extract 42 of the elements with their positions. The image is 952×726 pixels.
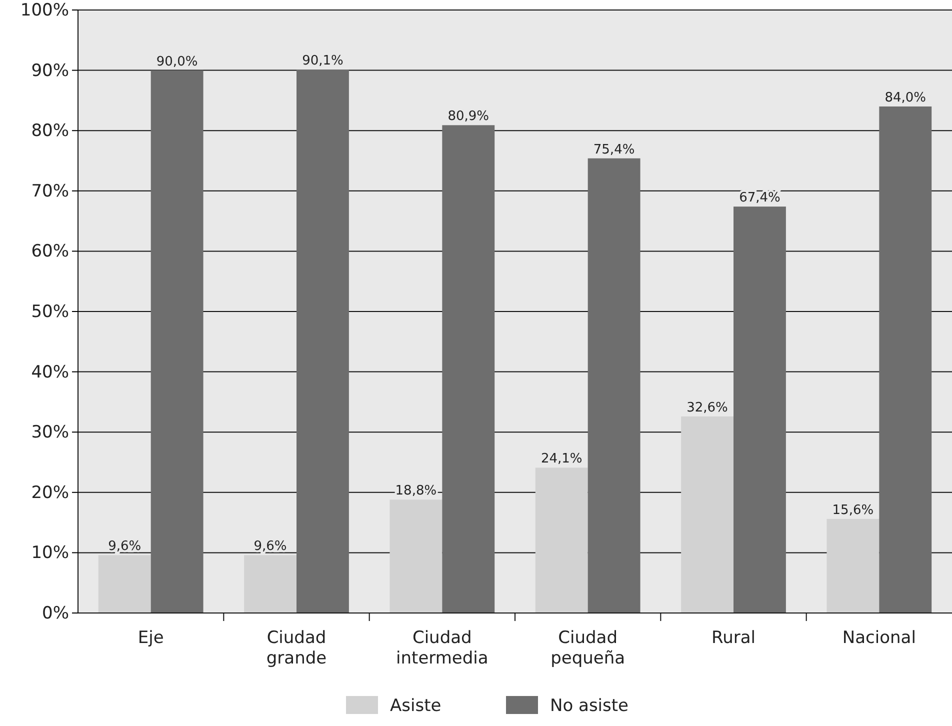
data-label: 15,6% [832, 502, 874, 518]
x-tick-label: Ciudad intermedia [396, 628, 488, 668]
bar [535, 468, 588, 613]
bar [681, 416, 734, 613]
x-tick-label: Ciudad grande [266, 628, 327, 668]
data-label: 9,6% [108, 539, 142, 554]
bar [442, 125, 495, 613]
y-tick-label: 90% [31, 60, 69, 81]
bar [98, 555, 151, 613]
bar [734, 206, 786, 613]
y-tick-label: 80% [31, 121, 69, 142]
data-label: 90,0% [156, 54, 198, 70]
x-tick-label: Nacional [842, 628, 916, 648]
y-tick-label: 100% [20, 0, 69, 20]
y-tick-label: 50% [31, 302, 69, 322]
y-tick-label: 70% [31, 181, 69, 202]
y-tick-label: 20% [31, 482, 69, 503]
bar [296, 70, 349, 613]
data-label: 32,6% [686, 400, 728, 416]
data-label: 75,4% [593, 142, 635, 158]
data-label: 9,6% [254, 539, 287, 554]
data-label: 84,0% [884, 90, 926, 106]
legend-label: Asiste [390, 696, 442, 716]
data-label: 67,4% [739, 190, 780, 206]
bar [150, 70, 204, 613]
y-tick-label: 40% [31, 362, 69, 382]
bar [879, 106, 932, 613]
y-tick-label: 30% [31, 422, 69, 443]
x-tick-label: Rural [712, 628, 756, 648]
bar [244, 555, 296, 613]
x-tick-label: Ciudad pequeña [550, 628, 626, 668]
data-label: 90,1% [302, 54, 344, 69]
bar [390, 500, 442, 613]
data-label: 24,1% [540, 452, 582, 467]
bar [588, 158, 640, 613]
y-tick-label: 0% [42, 603, 69, 624]
bar [826, 518, 880, 613]
data-label: 80,9% [448, 109, 490, 124]
y-tick-label: 10% [31, 543, 69, 564]
x-tick-label: Eje [138, 628, 164, 648]
y-tick-label: 60% [31, 242, 69, 262]
legend-label: No asiste [550, 696, 629, 716]
